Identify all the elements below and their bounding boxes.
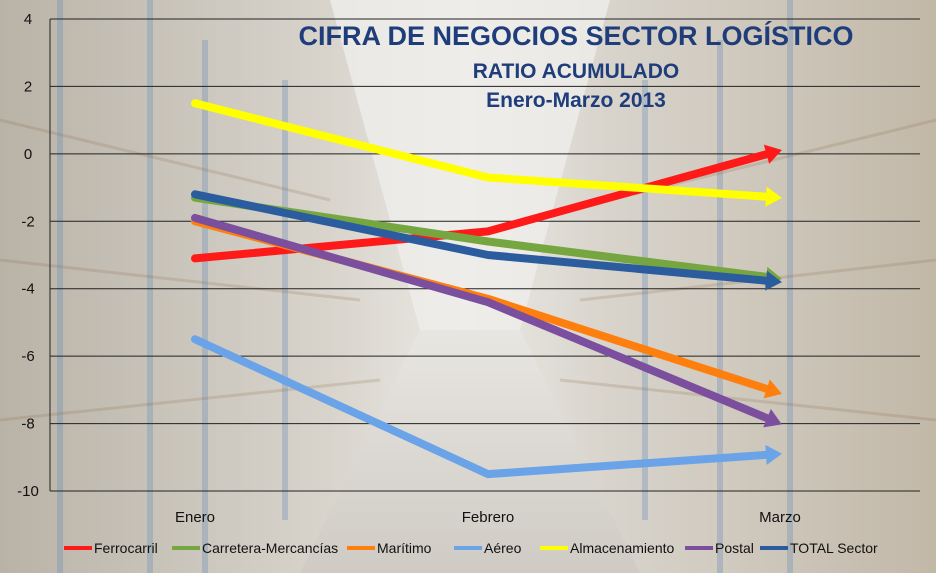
legend-label: TOTAL Sector [790, 540, 878, 556]
legend-item: Marítimo [347, 540, 432, 556]
series-lines [191, 99, 782, 479]
legend-item: Ferrocarril [64, 540, 158, 556]
x-tick-label: Febrero [462, 509, 515, 526]
legend-label: Almacenamiento [570, 540, 674, 556]
x-axis: Enero Febrero Marzo [175, 509, 801, 526]
legend-label: Marítimo [377, 540, 432, 556]
legend-item: Aéreo [454, 540, 522, 556]
y-tick-label: -2 [21, 213, 34, 230]
series-total-sector [191, 190, 782, 291]
series-arrowhead [763, 379, 782, 399]
legend-item: Postal [685, 540, 754, 556]
legend-item: Almacenamiento [540, 540, 674, 556]
x-tick-label: Enero [175, 509, 215, 526]
series-arrowhead [765, 186, 782, 207]
y-tick-label: -10 [17, 483, 39, 500]
y-tick-label: 0 [24, 146, 32, 163]
chart-subtitle: RATIO ACUMULADO [473, 60, 679, 83]
series-a-reo [191, 335, 782, 479]
y-tick-label: -4 [21, 281, 34, 298]
chart-period: Enero-Marzo 2013 [486, 89, 666, 112]
legend-label: Ferrocarril [94, 540, 158, 556]
x-tick-label: Marzo [759, 509, 801, 526]
chart-title: CIFRA DE NEGOCIOS SECTOR LOGÍSTICO [298, 20, 853, 51]
y-tick-label: 4 [24, 11, 32, 28]
y-tick-label: 2 [24, 78, 32, 95]
series-almacenamiento [191, 99, 782, 207]
legend-label: Aéreo [484, 540, 522, 556]
series-arrowhead [763, 408, 782, 428]
y-axis: 4 2 0 -2 -4 -6 -8 -10 [17, 11, 51, 500]
series-arrowhead [763, 144, 782, 164]
legend-label: Postal [715, 540, 754, 556]
y-tick-label: -6 [21, 348, 34, 365]
y-tick-label: -8 [21, 416, 34, 433]
legend-item: TOTAL Sector [760, 540, 878, 556]
series-postal [191, 213, 782, 428]
series-arrowhead [765, 444, 782, 465]
chart-title-block: CIFRA DE NEGOCIOS SECTOR LOGÍSTICO RATIO… [298, 20, 853, 112]
legend-item: Carretera-Mercancías [172, 540, 338, 556]
legend-label: Carretera-Mercancías [202, 540, 338, 556]
legend: Ferrocarril Carretera-Mercancías Marítimo A… [64, 540, 878, 556]
series-arrowhead [765, 270, 782, 291]
